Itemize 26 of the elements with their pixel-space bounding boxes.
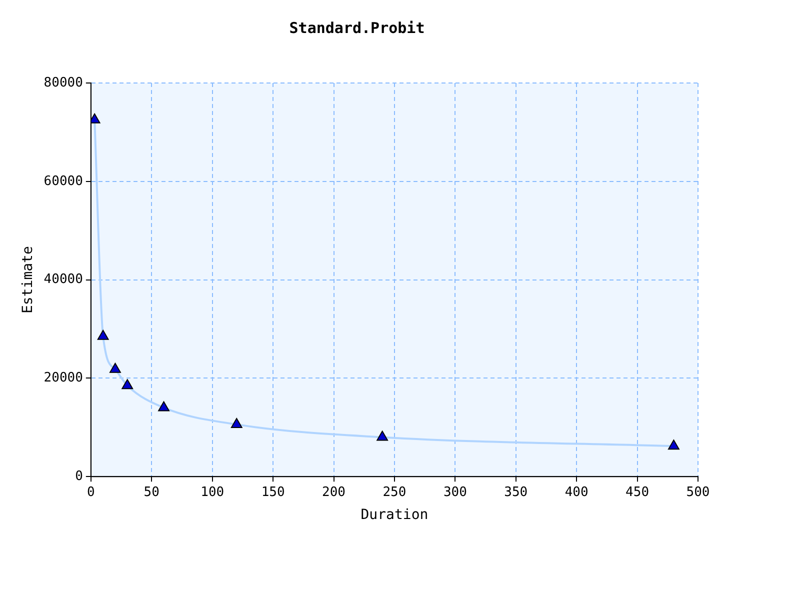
x-tick-label: 100	[200, 484, 224, 500]
y-tick-label: 60000	[44, 174, 83, 189]
point	[230, 418, 242, 428]
x-tick-label: 0	[87, 484, 95, 500]
x-tick-label: 500	[686, 484, 710, 500]
x-tick-label: 400	[564, 484, 588, 500]
point	[668, 440, 680, 450]
x-tick-label: 350	[504, 484, 528, 500]
point	[158, 401, 170, 412]
x-tick-label: 200	[322, 484, 346, 500]
point	[122, 379, 134, 390]
point	[97, 330, 109, 340]
point	[110, 362, 121, 373]
x-tick-label: 150	[261, 484, 285, 500]
y-tick-label: 20000	[44, 370, 83, 386]
x-tick-label: 50	[144, 484, 160, 500]
point	[376, 430, 388, 441]
y-tick-label: 0	[75, 468, 83, 484]
x-tick-label: 300	[443, 484, 467, 500]
y-axis-title: Estimate	[20, 246, 36, 314]
x-axis-title: Duration	[360, 507, 428, 524]
x-tick-label: 250	[382, 484, 406, 500]
x-tick-label: 450	[626, 484, 650, 500]
y-tick-label: 40000	[44, 272, 83, 288]
y-tick-label: 80000	[44, 75, 83, 90]
chart-title: Standard.Probit	[289, 18, 425, 37]
